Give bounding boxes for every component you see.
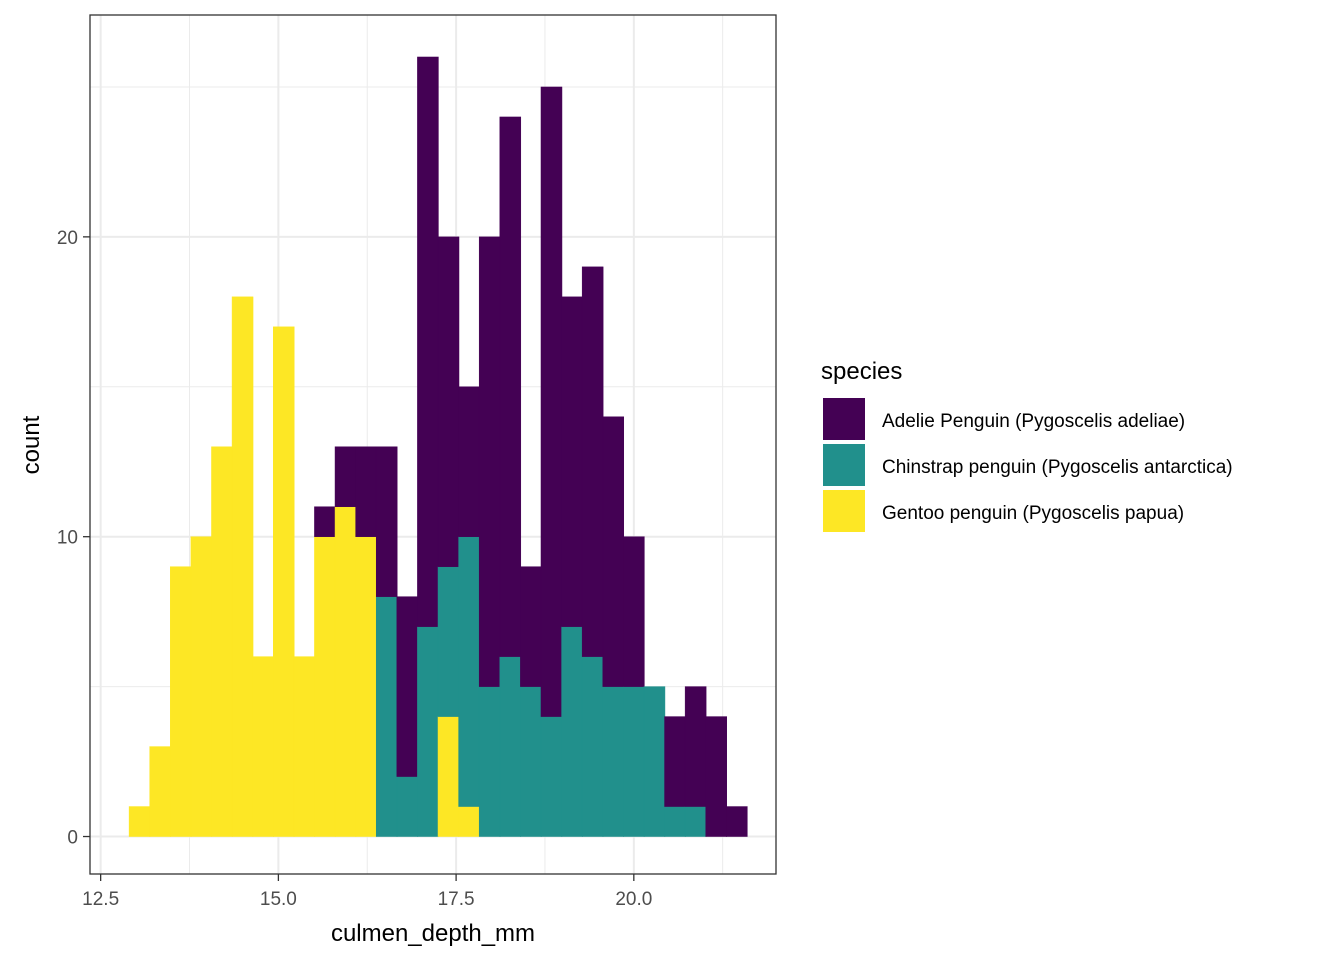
histogram-bar <box>726 806 748 837</box>
histogram-bar <box>602 416 625 687</box>
histogram-bar <box>478 236 501 687</box>
x-axis-title: culmen_depth_mm <box>331 920 535 947</box>
histogram-bar <box>314 506 336 537</box>
legend-items: Adelie Penguin (Pygoscelis adeliae) Chins… <box>823 398 1233 532</box>
histogram-bar <box>314 536 336 837</box>
histogram-bar <box>540 716 563 837</box>
histogram-bar <box>437 716 460 837</box>
histogram-bar <box>684 686 707 807</box>
histogram-bar <box>664 806 686 837</box>
histogram-bar <box>293 656 316 837</box>
histogram-bar <box>190 536 213 837</box>
legend: species Adelie Penguin (Pygoscelis adeli… <box>821 358 1233 532</box>
histogram-bar <box>705 716 727 837</box>
legend-label: Chinstrap penguin (Pygoscelis antarctica… <box>882 457 1233 478</box>
histogram-bar <box>396 596 419 777</box>
histogram-bar <box>561 626 583 837</box>
histogram-bar <box>458 386 480 537</box>
histogram-bar <box>499 656 522 837</box>
histogram-bar <box>417 626 439 837</box>
x-axis-ticks: 12.5 15.0 17.5 20.0 <box>82 874 652 910</box>
x-tick-label: 17.5 <box>438 889 475 910</box>
histogram-bar <box>623 686 645 837</box>
histogram-bar <box>273 326 295 837</box>
x-tick-label: 12.5 <box>82 889 119 910</box>
histogram-bar <box>252 656 274 837</box>
histogram-bar <box>540 86 563 717</box>
y-axis-ticks: 0 10 20 <box>57 228 90 849</box>
histogram-bar <box>478 686 501 837</box>
histogram-bar <box>561 296 583 627</box>
legend-label: Adelie Penguin (Pygoscelis adeliae) <box>882 411 1185 432</box>
histogram-bar <box>417 56 439 627</box>
histogram-bar <box>334 506 357 837</box>
x-tick-label: 20.0 <box>615 889 652 910</box>
histogram-bar <box>231 296 254 837</box>
histogram-bar <box>581 656 604 837</box>
x-tick-label: 15.0 <box>260 889 297 910</box>
histogram-bar <box>499 116 522 657</box>
plot-border <box>89 14 777 875</box>
histogram-bar <box>602 686 625 837</box>
histogram-bar <box>355 446 377 537</box>
y-tick-label: 10 <box>57 528 78 549</box>
histogram-bars <box>128 56 748 837</box>
histogram-bar <box>437 566 460 717</box>
histogram-bar <box>375 446 398 597</box>
legend-swatch <box>823 398 865 440</box>
histogram-bar <box>437 236 460 567</box>
histogram-bar <box>334 446 357 507</box>
histogram-bar <box>684 806 707 837</box>
histogram-bar <box>375 596 398 837</box>
histogram-bar <box>458 806 480 837</box>
histogram-bar <box>581 266 604 657</box>
histogram-bar <box>355 536 377 837</box>
histogram-bar <box>170 566 192 837</box>
legend-swatch <box>823 444 865 486</box>
histogram-bar <box>128 806 151 837</box>
histogram-bar <box>623 536 645 687</box>
histogram-bar <box>520 686 542 837</box>
y-tick-label: 20 <box>57 228 78 249</box>
legend-label: Gentoo penguin (Pygoscelis papua) <box>882 503 1184 524</box>
histogram-bar <box>520 566 542 687</box>
histogram-bar <box>458 536 480 807</box>
legend-swatch <box>823 490 865 532</box>
histogram-bar <box>664 716 686 807</box>
legend-title: species <box>821 358 902 385</box>
y-axis-title: count <box>18 415 45 474</box>
histogram-bar <box>211 446 233 837</box>
histogram-bar <box>149 746 171 837</box>
histogram-bar <box>396 776 419 837</box>
y-tick-label: 0 <box>67 828 78 849</box>
histogram-bar <box>643 686 666 837</box>
